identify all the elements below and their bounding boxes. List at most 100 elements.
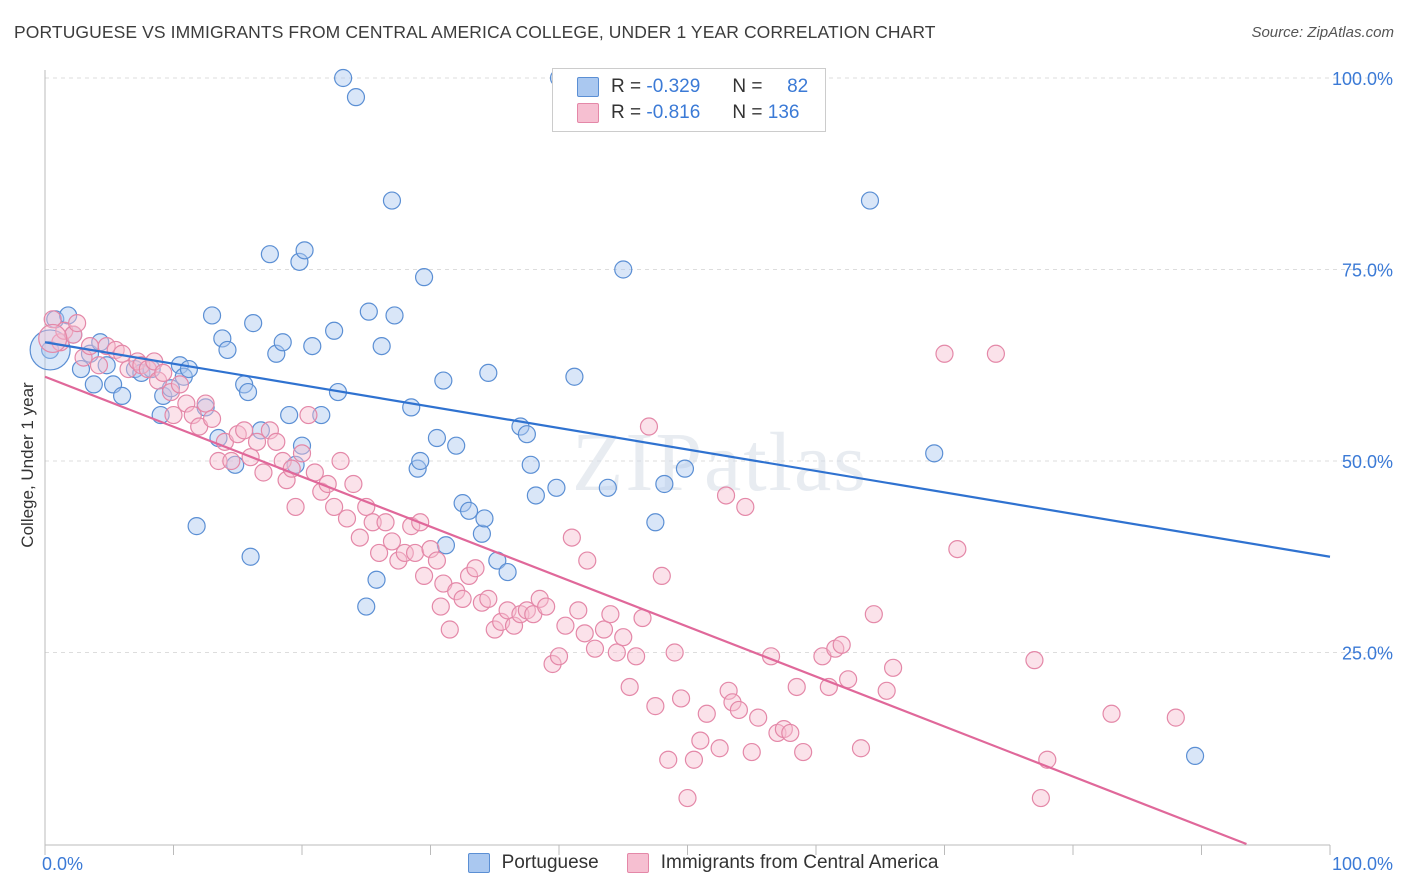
data-point-portuguese xyxy=(244,314,263,333)
data-point-portuguese xyxy=(675,459,695,478)
data-point-portuguese xyxy=(498,562,517,582)
trend-line-portuguese xyxy=(44,341,1331,558)
data-point-portuguese xyxy=(436,536,456,555)
data-point-central-america xyxy=(1166,708,1185,727)
data-point-portuguese xyxy=(547,478,566,497)
legend-r-label: R = xyxy=(611,102,642,123)
legend-row-central-america: R = -0.816 N = 136 xyxy=(577,101,799,125)
data-point-portuguese xyxy=(273,333,292,352)
data-point-central-america xyxy=(43,310,62,329)
legend-n-label: N = xyxy=(732,102,763,123)
data-point-portuguese xyxy=(521,455,540,474)
data-point-central-america xyxy=(363,513,382,532)
data-point-central-america xyxy=(710,739,729,758)
data-point-central-america xyxy=(292,444,312,463)
data-point-portuguese xyxy=(187,517,206,536)
data-point-central-america xyxy=(260,421,279,440)
data-point-central-america xyxy=(299,405,318,425)
data-point-portuguese xyxy=(385,306,404,325)
bottom-legend-portuguese: Portuguese xyxy=(467,852,599,874)
legend-swatch-pink xyxy=(577,103,599,123)
data-point-central-america xyxy=(736,497,755,517)
data-point-central-america xyxy=(678,788,697,808)
data-point-central-america xyxy=(80,337,100,356)
data-point-portuguese xyxy=(614,260,633,279)
data-point-central-america xyxy=(594,620,614,639)
tick-labels: 25.0% 50.0% 75.0% 100.0% 0.0% 100.0% xyxy=(42,69,1393,874)
data-point-central-america xyxy=(196,394,215,413)
x-tick-label: 0.0% xyxy=(42,854,83,874)
data-point-central-america xyxy=(97,337,116,356)
data-point-central-america xyxy=(665,643,684,662)
data-point-portuguese xyxy=(218,340,237,360)
data-point-central-america xyxy=(716,486,736,505)
data-point-portuguese xyxy=(260,245,279,264)
data-point-central-america xyxy=(864,605,883,624)
legend-n-value: 136 xyxy=(767,102,800,123)
data-point-portuguese xyxy=(290,252,309,271)
data-point-central-america xyxy=(466,559,485,578)
data-point-portuguese xyxy=(41,340,60,360)
data-point-portuguese xyxy=(447,436,466,455)
data-point-portuguese xyxy=(112,386,132,405)
bottom-legend-label: Immigrants from Central America xyxy=(660,852,939,873)
chart-title: PORTUGUESE VS IMMIGRANTS FROM CENTRAL AM… xyxy=(14,22,936,42)
data-point-central-america xyxy=(787,677,806,697)
x-tick-label: 100.0% xyxy=(1332,854,1393,874)
data-point-central-america xyxy=(1102,704,1121,723)
data-point-central-america xyxy=(839,670,858,689)
data-point-central-america xyxy=(549,647,569,666)
data-point-central-america xyxy=(170,375,190,394)
data-point-central-america xyxy=(729,700,749,720)
data-point-portuguese xyxy=(860,191,880,210)
data-point-portuguese xyxy=(479,363,498,383)
data-point-central-america xyxy=(479,589,498,608)
data-point-portuguese xyxy=(475,509,494,528)
data-point-portuguese xyxy=(303,337,322,356)
data-point-central-america xyxy=(742,742,761,762)
data-point-central-america xyxy=(414,566,434,586)
data-point-portuguese xyxy=(357,597,376,616)
data-point-portuguese xyxy=(312,405,331,425)
data-point-central-america xyxy=(421,539,440,559)
data-point-central-america xyxy=(405,543,425,563)
data-point-central-america xyxy=(209,451,228,471)
y-axis-label: College, Under 1 year xyxy=(18,382,37,548)
data-point-central-america xyxy=(370,543,389,563)
data-point-central-america xyxy=(562,528,581,547)
data-point-portuguese xyxy=(414,268,434,287)
data-point-central-america xyxy=(659,750,678,769)
data-point-central-america xyxy=(601,605,620,624)
data-point-portuguese xyxy=(295,241,314,260)
data-point-central-america xyxy=(64,325,83,344)
bottom-legend: Portuguese Immigrants from Central Ameri… xyxy=(0,852,1406,874)
data-point-central-america xyxy=(684,750,704,769)
data-point-portuguese xyxy=(472,524,491,543)
data-point-portuguese xyxy=(427,428,447,448)
legend-r-value: -0.329 xyxy=(646,76,701,97)
data-point-central-america xyxy=(671,689,691,708)
data-point-portuguese xyxy=(213,329,232,348)
data-point-central-america xyxy=(202,409,222,428)
y-tick-label: 100.0% xyxy=(1332,69,1393,89)
data-point-central-america xyxy=(832,635,851,654)
data-point-central-america xyxy=(164,405,183,425)
data-point-central-america xyxy=(575,624,594,643)
data-point-portuguese xyxy=(517,425,536,444)
data-point-portuguese xyxy=(526,486,545,505)
data-point-central-america xyxy=(585,639,605,658)
data-point-portuguese xyxy=(434,371,453,390)
data-point-central-america xyxy=(569,601,588,620)
data-point-central-america xyxy=(344,474,363,494)
data-point-central-america xyxy=(781,723,800,743)
legend-swatch-blue xyxy=(577,77,599,97)
legend-r-label: R = xyxy=(611,76,642,97)
data-point-central-america xyxy=(639,417,659,436)
data-point-central-america xyxy=(749,708,768,727)
y-tick-label: 50.0% xyxy=(1342,452,1393,472)
chart-source: Source: ZipAtlas.com xyxy=(1251,24,1394,41)
data-point-central-america xyxy=(382,532,402,551)
data-point-central-america xyxy=(68,314,87,333)
data-point-central-america xyxy=(986,344,1006,363)
data-point-central-america xyxy=(556,616,575,635)
